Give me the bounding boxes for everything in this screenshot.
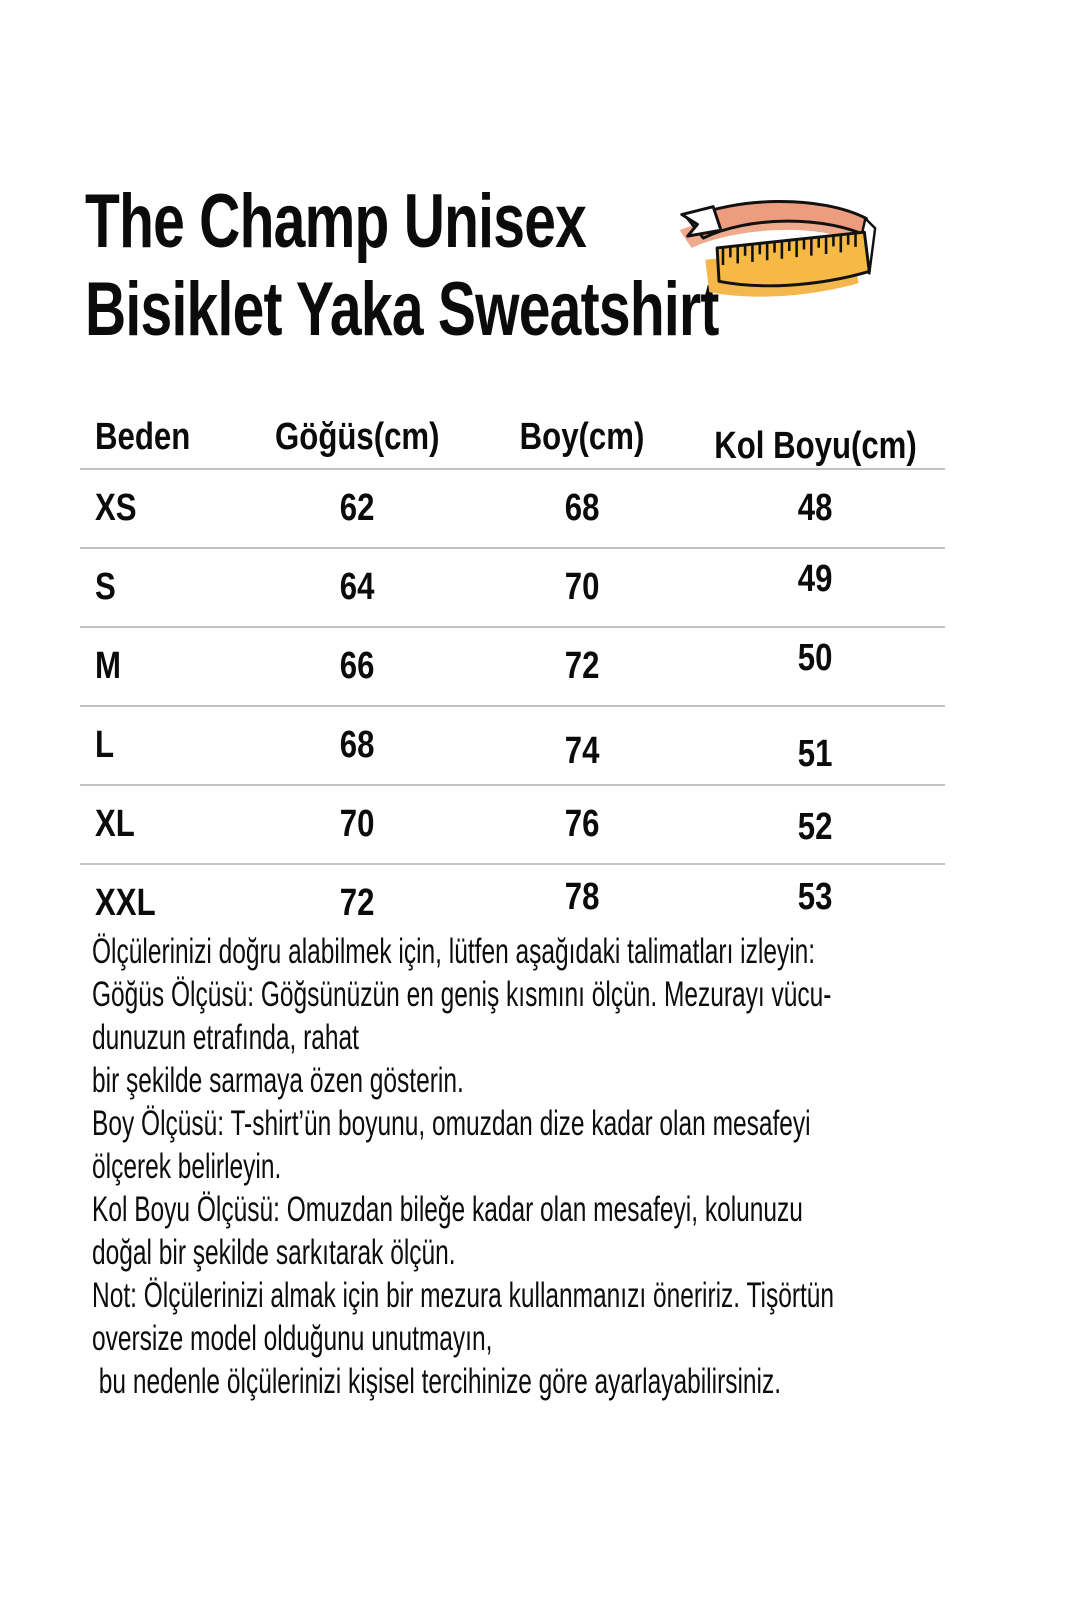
cell-size: XS (95, 487, 137, 529)
cell-chest: 62 (339, 487, 375, 529)
cell-size: M (95, 645, 121, 687)
tape-tick-marks (721, 233, 857, 265)
col-header-kol-boyu: Kol Boyu(cm) (713, 424, 917, 467)
cell-length: 74 (564, 730, 600, 772)
cell-chest: 66 (339, 645, 375, 687)
cell-chest: 64 (339, 566, 375, 608)
cell-length: 70 (564, 566, 600, 608)
cell-sleeve: 52 (797, 806, 833, 848)
cell-size: S (95, 566, 116, 608)
cell-sleeve: 50 (797, 637, 833, 679)
table-row-s: S 64 70 49 (80, 549, 945, 628)
table-row-xxl: XXL 72 78 53 (80, 865, 945, 942)
cell-chest: 70 (339, 803, 375, 845)
instruction-line: bir şekilde sarmaya özen gösterin. (92, 1061, 464, 1100)
product-title-line2: Bisiklet Yaka Sweatshirt (85, 267, 719, 352)
table-row-xs: XS 62 68 48 (80, 470, 945, 549)
cell-length: 72 (564, 645, 600, 687)
cell-length: 68 (564, 487, 600, 529)
instruction-line: dunuzun etrafında, rahat (92, 1018, 359, 1057)
tape-end-notch (680, 205, 723, 238)
instruction-line: doğal bir şekilde sarkıtarak ölçün. (92, 1233, 456, 1272)
col-header-gogus: Göğüs(cm) (274, 415, 440, 458)
cell-sleeve: 49 (797, 558, 833, 600)
cell-sleeve: 51 (797, 733, 833, 775)
tape-ruler-face (715, 230, 871, 288)
instruction-line: Not: Ölçülerinizi almak için bir mezura … (92, 1276, 835, 1315)
product-title: The Champ Unisex Bisiklet Yaka Sweatshir… (85, 178, 930, 354)
cell-size: XL (95, 803, 135, 845)
instruction-line: ölçerek belirleyin. (92, 1147, 282, 1186)
size-table: Beden Göğüs(cm) Boy(cm) Kol Boyu(cm) XS … (80, 406, 945, 942)
col-header-boy: Boy(cm) (519, 415, 645, 458)
table-row-m: M 66 72 50 (80, 628, 945, 707)
measuring-tape-icon (679, 200, 877, 297)
cell-length: 76 (564, 803, 600, 845)
instruction-line: Boy Ölçüsü: T-shirt’ün boyunu, omuzdan d… (92, 1104, 811, 1143)
instruction-line: oversize model olduğunu unutmayın, (92, 1319, 493, 1358)
measurement-instructions: Ölçülerinizi doğru alabilmek için, lütfe… (92, 930, 1052, 1403)
cell-chest: 68 (339, 724, 375, 766)
cell-length: 78 (564, 876, 600, 918)
instruction-line: Göğüs Ölçüsü: Göğsünüzün en geniş kısmın… (92, 975, 832, 1014)
instruction-line: Kol Boyu Ölçüsü: Omuzdan bileğe kadar ol… (92, 1190, 803, 1229)
cell-size: L (95, 724, 115, 766)
table-row-xl: XL 70 76 52 (80, 786, 945, 865)
cell-sleeve: 53 (797, 876, 833, 918)
cell-sleeve: 48 (797, 487, 833, 529)
instruction-line: bu nedenle ölçülerinizi kişisel tercihin… (92, 1362, 782, 1401)
cell-chest: 72 (339, 882, 375, 924)
cell-size: XXL (95, 882, 156, 924)
col-header-beden: Beden (95, 415, 191, 458)
product-title-line1: The Champ Unisex (85, 179, 587, 264)
table-row-l: L 68 74 51 (80, 707, 945, 786)
size-table-header-row: Beden Göğüs(cm) Boy(cm) Kol Boyu(cm) (80, 406, 945, 470)
instruction-line: Ölçülerinizi doğru alabilmek için, lütfe… (92, 932, 816, 971)
